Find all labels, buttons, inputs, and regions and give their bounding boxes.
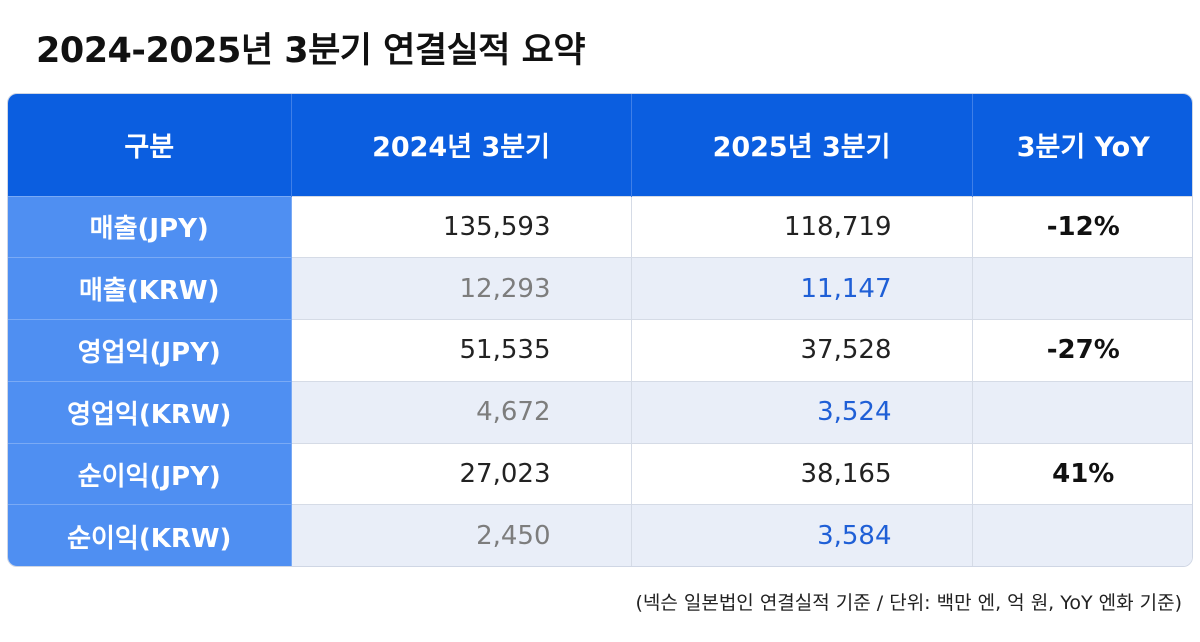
cell-q3-2024: 4,672 — [291, 380, 632, 444]
cell-q3-2024: 135,593 — [291, 195, 632, 258]
table-row: 순이익(JPY) 27,023 38,165 41% — [8, 442, 1192, 505]
row-label: 매출(KRW) — [8, 257, 292, 320]
cell-q3-2025: 3,524 — [631, 380, 973, 444]
cell-q3-2024: 51,535 — [291, 319, 632, 382]
cell-q3-2024: 27,023 — [291, 442, 632, 505]
cell-yoy — [972, 380, 1192, 444]
table-header-row: 구분 2024년 3분기 2025년 3분기 3분기 YoY — [8, 94, 1192, 196]
cell-yoy — [972, 504, 1192, 566]
cell-yoy: -12% — [972, 195, 1192, 258]
row-label: 영업익(JPY) — [8, 319, 292, 382]
row-label: 매출(JPY) — [8, 195, 292, 258]
footnote: (넥슨 일본법인 연결실적 기준 / 단위: 백만 엔, 억 원, YoY 엔화… — [635, 592, 1182, 614]
row-label: 영업익(KRW) — [8, 380, 292, 444]
cell-q3-2025: 3,584 — [631, 504, 973, 566]
cell-q3-2025: 118,719 — [631, 195, 973, 258]
earnings-summary-table: 구분 2024년 3분기 2025년 3분기 3분기 YoY 매출(JPY) 1… — [7, 93, 1193, 567]
header-q3-yoy: 3분기 YoY — [972, 94, 1192, 196]
table-row: 매출(JPY) 135,593 118,719 -12% — [8, 195, 1192, 258]
cell-q3-2024: 12,293 — [291, 257, 632, 320]
cell-q3-2025: 38,165 — [631, 442, 973, 505]
table-row: 매출(KRW) 12,293 11,147 — [8, 257, 1192, 320]
page-title: 2024-2025년 3분기 연결실적 요약 — [36, 31, 586, 71]
cell-yoy: 41% — [972, 442, 1192, 505]
cell-q3-2024: 2,450 — [291, 504, 632, 566]
cell-yoy — [972, 257, 1192, 320]
row-label: 순이익(KRW) — [8, 504, 292, 566]
table-row: 순이익(KRW) 2,450 3,584 — [8, 504, 1192, 566]
table-row: 영업익(JPY) 51,535 37,528 -27% — [8, 319, 1192, 382]
cell-q3-2025: 11,147 — [631, 257, 973, 320]
cell-q3-2025: 37,528 — [631, 319, 973, 382]
row-label: 순이익(JPY) — [8, 442, 292, 505]
table-row: 영업익(KRW) 4,672 3,524 — [8, 380, 1192, 444]
cell-yoy: -27% — [972, 319, 1192, 382]
header-category: 구분 — [8, 94, 292, 196]
header-q3-2024: 2024년 3분기 — [291, 94, 632, 196]
header-q3-2025: 2025년 3분기 — [631, 94, 973, 196]
